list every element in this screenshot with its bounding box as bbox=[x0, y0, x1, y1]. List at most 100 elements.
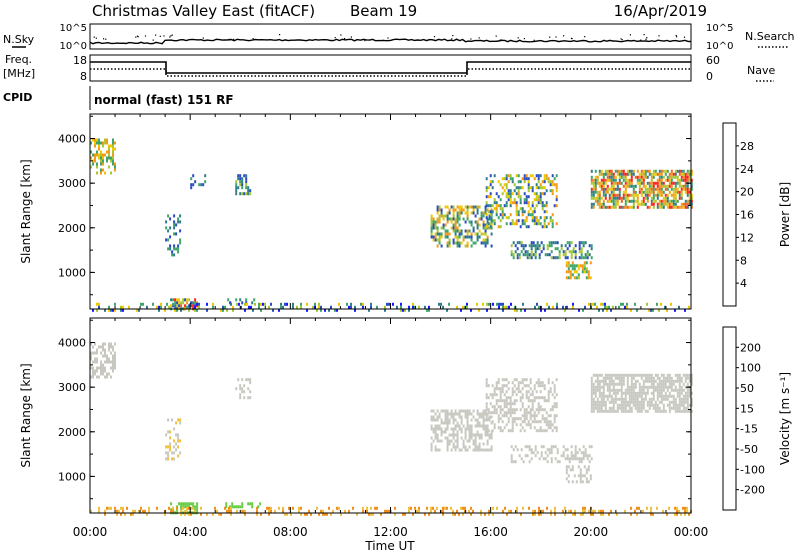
data-cell bbox=[434, 232, 437, 236]
data-cell bbox=[652, 406, 655, 410]
nsky-frame bbox=[89, 23, 692, 50]
data-cell bbox=[664, 409, 667, 413]
data-cell bbox=[678, 376, 681, 380]
data-cell bbox=[580, 512, 582, 516]
data-cell bbox=[491, 384, 494, 388]
data-cell bbox=[237, 378, 240, 382]
data-cell bbox=[604, 190, 607, 194]
data-cell bbox=[519, 195, 522, 199]
data-cell bbox=[171, 457, 174, 461]
data-cell bbox=[167, 238, 170, 242]
data-cell bbox=[531, 390, 534, 394]
data-cell bbox=[566, 448, 569, 452]
data-cell bbox=[548, 448, 551, 452]
data-cell bbox=[94, 357, 96, 361]
data-cell bbox=[622, 184, 625, 188]
data-cell bbox=[503, 402, 506, 406]
data-cell bbox=[542, 445, 545, 449]
data-cell bbox=[114, 366, 116, 370]
data-cell bbox=[510, 460, 513, 464]
data-cell bbox=[544, 457, 547, 461]
data-cell bbox=[529, 417, 532, 421]
data-cell bbox=[656, 193, 659, 197]
data-cell bbox=[682, 172, 685, 176]
data-cell bbox=[616, 196, 619, 200]
data-cell bbox=[668, 376, 671, 380]
data-cell bbox=[354, 305, 356, 309]
data-cell bbox=[194, 298, 197, 302]
data-cell bbox=[104, 351, 106, 355]
data-cell bbox=[690, 379, 693, 383]
data-cell bbox=[476, 445, 479, 449]
data-cell bbox=[688, 403, 691, 407]
data-cell bbox=[179, 451, 182, 455]
data-cell bbox=[112, 366, 114, 370]
data-cell bbox=[541, 207, 544, 211]
data-cell bbox=[594, 391, 597, 395]
data-cell bbox=[555, 198, 558, 202]
data-cell bbox=[450, 409, 453, 413]
data-cell bbox=[484, 412, 487, 416]
data-cell bbox=[558, 256, 561, 260]
data-cell bbox=[482, 223, 485, 227]
data-cell bbox=[518, 241, 521, 245]
data-cell bbox=[640, 193, 643, 197]
data-cell bbox=[590, 193, 593, 197]
data-cell bbox=[490, 421, 493, 425]
data-cell bbox=[220, 308, 222, 312]
data-cell bbox=[546, 448, 549, 452]
data-cell bbox=[658, 376, 661, 380]
data-cell bbox=[606, 184, 609, 188]
data-cell bbox=[412, 305, 414, 309]
data-cell bbox=[535, 414, 538, 418]
data-cell bbox=[522, 253, 525, 257]
data-cell bbox=[676, 391, 679, 395]
data-cell bbox=[658, 394, 661, 398]
data-cell bbox=[676, 187, 679, 191]
data-cell bbox=[232, 305, 234, 309]
data-cell bbox=[324, 512, 326, 516]
data-cell bbox=[674, 184, 677, 188]
data-cell bbox=[660, 397, 663, 401]
data-cell bbox=[604, 181, 607, 185]
data-cell bbox=[482, 232, 485, 236]
data-cell bbox=[636, 406, 639, 410]
data-cell bbox=[547, 393, 550, 397]
data-cell bbox=[538, 506, 540, 510]
data-cell bbox=[537, 384, 540, 388]
data-cell bbox=[515, 417, 518, 421]
data-cell bbox=[674, 403, 677, 407]
data-cell bbox=[521, 402, 524, 406]
data-cell bbox=[602, 382, 605, 386]
data-cell bbox=[606, 178, 609, 182]
data-cell bbox=[664, 379, 667, 383]
data-cell bbox=[656, 302, 658, 306]
data-cell bbox=[582, 445, 585, 449]
data-cell bbox=[527, 420, 530, 424]
data-cell bbox=[620, 175, 623, 179]
data-cell bbox=[616, 388, 619, 392]
data-cell bbox=[658, 202, 661, 206]
data-cell bbox=[114, 162, 116, 166]
data-cell bbox=[688, 172, 691, 176]
data-cell bbox=[630, 169, 633, 173]
data-cell bbox=[532, 253, 535, 257]
data-cell bbox=[648, 403, 651, 407]
data-cell bbox=[517, 417, 520, 421]
data-cell bbox=[486, 442, 489, 446]
data-cell bbox=[551, 183, 554, 187]
data-cell bbox=[509, 177, 512, 181]
data-cell bbox=[584, 256, 587, 260]
data-cell bbox=[140, 302, 142, 306]
data-cell bbox=[480, 232, 483, 236]
nsky-point bbox=[640, 39, 642, 41]
data-cell bbox=[684, 184, 687, 188]
data-cell bbox=[241, 183, 244, 187]
data-cell bbox=[583, 465, 586, 469]
data-cell bbox=[658, 187, 661, 191]
data-cell bbox=[624, 181, 627, 185]
data-cell bbox=[268, 305, 270, 309]
data-cell bbox=[690, 397, 693, 401]
data-cell bbox=[482, 211, 485, 215]
